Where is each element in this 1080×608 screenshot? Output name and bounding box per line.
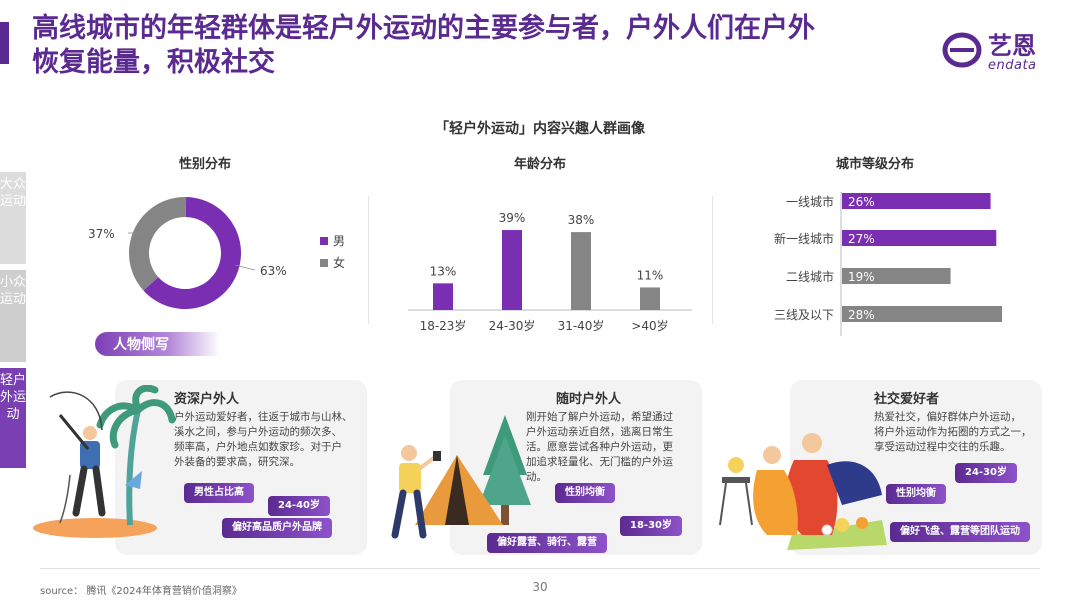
card-title-casual: 随时户外人	[556, 392, 622, 407]
desc-line: 频率高，户外地点如数家珍。对于户	[174, 441, 342, 453]
gender-chart-title: 性别分布	[178, 157, 231, 172]
side-tab-mass-sports[interactable]: 大众运动	[0, 172, 26, 264]
age-category-label: >40岁	[631, 318, 668, 333]
persona-banner-label: 人物侧写	[113, 337, 169, 353]
picnic-group-illustration	[719, 433, 887, 550]
tag-premium-brands: 偏好高品质户外品牌	[222, 518, 332, 538]
desc-line: 户外运动爱好者，往返于城市与山林、	[174, 411, 353, 423]
city-category-label: 二线城市	[786, 269, 834, 284]
age-bar-label: 13%	[430, 264, 457, 278]
city-bar-label: 26%	[848, 195, 875, 209]
card-title-social: 社交爱好者	[874, 392, 940, 407]
footer-divider	[40, 568, 1040, 569]
pie-slice-male	[143, 197, 241, 309]
desc-line: 享受运动过程中交往的乐趣。	[874, 441, 1011, 453]
city-bar-label: 28%	[848, 308, 875, 322]
age-bar-label: 38%	[568, 213, 595, 227]
city-bar	[842, 306, 1002, 322]
desc-line: 将户外运动作为拓圈的方式之一，	[874, 426, 1032, 438]
tag-frisbee-camping: 偏好飞盘、露营等团队运动	[890, 522, 1030, 542]
tag-age-24-30: 24-30岁	[955, 463, 1017, 483]
tag-age-18-30: 18-30岁	[620, 516, 682, 536]
chart-divider	[712, 196, 713, 324]
pie-label-female: 37%	[88, 227, 115, 241]
city-category-label: 一线城市	[786, 194, 834, 209]
page-title-line2: 恢复能量，积极社交	[32, 47, 275, 78]
logo-subtext: endata	[988, 58, 1037, 73]
page-title: 高线城市的年轻群体是轻户外运动的主要参与者，户外人们在户外 恢复能量，积极社交	[32, 12, 932, 80]
source-note: source： 腾讯《2024年体育营销价值洞察》	[40, 586, 242, 597]
city-bar-label: 19%	[848, 270, 875, 284]
age-bar	[502, 230, 522, 310]
desc-line: 溪水之间，参与户外运动的频次多、	[174, 426, 342, 438]
desc-line: 加追求轻量化、无门槛的户外运	[526, 456, 673, 468]
age-bar	[640, 287, 660, 310]
age-category-label: 18-23岁	[420, 318, 467, 333]
title-accent-bar	[0, 22, 9, 64]
legend-label-female: 女	[333, 255, 345, 270]
side-tab-light-outdoor[interactable]: 轻户外运动	[0, 368, 26, 468]
card-desc-veteran: 户外运动爱好者，往返于城市与山林、 溪水之间，参与户外运动的频次多、 频率高，户…	[174, 410, 364, 470]
city-category-label: 三线及以下	[774, 308, 834, 322]
logo-text: 艺恩	[988, 32, 1036, 60]
desc-line: 动。	[526, 471, 547, 483]
legend-swatch-male	[320, 237, 328, 245]
pie-label-male: 63%	[260, 264, 287, 278]
side-tab-niche-sports[interactable]: 小众运动	[0, 270, 26, 362]
age-category-label: 31-40岁	[558, 318, 605, 333]
desc-line: 热爱社交，偏好群体户外运动，	[874, 411, 1021, 423]
desc-line: 活。愿意尝试各种户外运动，更	[526, 441, 673, 453]
endata-logo-icon	[942, 32, 982, 68]
city-bar	[842, 193, 991, 209]
age-chart-title: 年龄分布	[513, 157, 566, 172]
age-category-label: 24-30岁	[489, 318, 536, 333]
age-bar	[571, 232, 591, 310]
city-bar	[842, 230, 997, 246]
persona-banner: 人物侧写	[95, 332, 220, 356]
city-bar-label: 27%	[848, 232, 875, 246]
desc-line: 刚开始了解户外运动，希望通过	[526, 411, 673, 423]
city-bar	[842, 268, 951, 284]
pie-slice-female	[129, 197, 187, 291]
age-bar-label: 39%	[499, 211, 526, 225]
city-tier-bar-chart: 26% 一线城市 27% 新一线城市 19% 二线城市 28% 三线及以下	[774, 192, 1002, 336]
hiker-tent-illustration	[391, 415, 531, 539]
tag-gender-balanced: 性别均衡	[555, 483, 615, 503]
desc-line: 外装备的要求高，研究深。	[174, 456, 300, 468]
age-bar-label: 11%	[637, 268, 664, 282]
desc-line: 户外运动亲近自然，逃离日常生	[526, 426, 673, 438]
card-title-veteran: 资深户外人	[174, 392, 240, 407]
city-chart-title: 城市等级分布	[835, 157, 914, 172]
section-title: 「轻户外运动」内容兴趣人群画像	[435, 121, 645, 137]
legend-swatch-female	[320, 259, 328, 267]
gender-pie-chart: 37% 63% 男 女	[88, 197, 345, 309]
tag-male-majority: 男性占比高	[184, 483, 254, 503]
city-category-label: 新一线城市	[774, 231, 834, 246]
age-bar	[433, 283, 453, 310]
legend-label-male: 男	[333, 234, 345, 248]
tag-gender-balanced-social: 性别均衡	[886, 484, 946, 504]
tag-camping-cycling: 偏好露营、骑行、露营	[487, 533, 607, 553]
age-bar-chart: 13% 18-23岁 39% 24-30岁 38% 31-40岁 11% >40岁	[408, 211, 692, 333]
page-number: 30	[532, 580, 548, 594]
page-title-line1: 高线城市的年轻群体是轻户外运动的主要参与者，户外人们在户外	[32, 13, 815, 44]
tag-age-24-40: 24-40岁	[268, 496, 330, 516]
chart-divider	[368, 196, 369, 324]
card-desc-casual: 刚开始了解户外运动，希望通过 户外运动亲近自然，逃离日常生 活。愿意尝试各种户外…	[526, 410, 701, 485]
fisherman-island-illustration	[33, 385, 176, 538]
card-desc-social: 热爱社交，偏好群体户外运动， 将户外运动作为拓圈的方式之一， 享受运动过程中交往…	[874, 410, 1042, 455]
